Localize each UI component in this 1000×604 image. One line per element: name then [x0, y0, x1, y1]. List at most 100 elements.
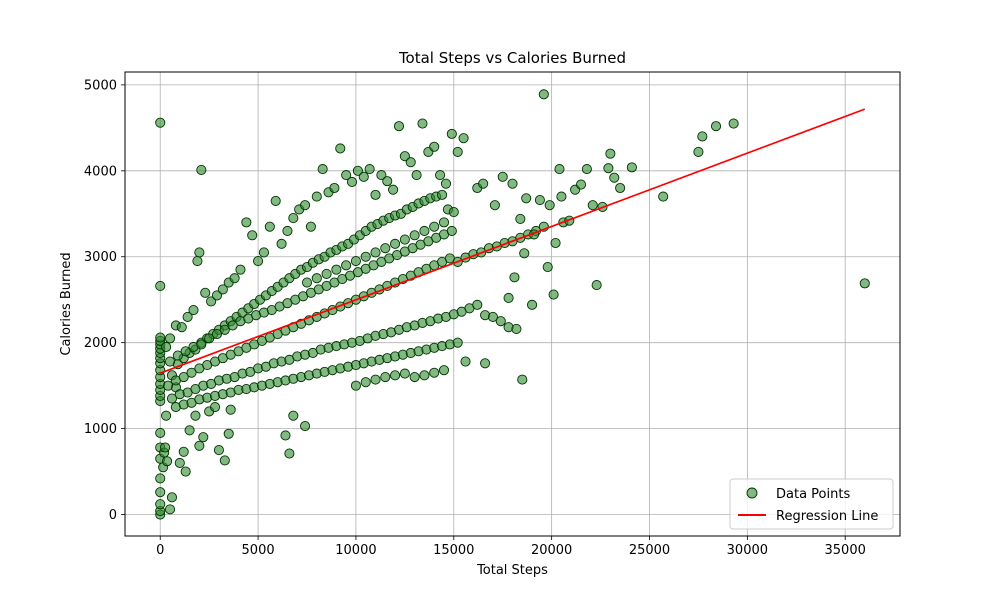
data-point — [503, 292, 514, 304]
data-point — [364, 164, 375, 175]
data-point — [419, 370, 430, 381]
data-point — [311, 191, 322, 202]
data-point — [192, 255, 203, 267]
data-point — [331, 264, 342, 275]
legend-label-data-points: Data Points — [776, 487, 850, 502]
data-point — [288, 213, 299, 224]
data-point — [223, 428, 234, 439]
data-point — [284, 448, 295, 459]
data-point — [180, 346, 191, 357]
data-point — [480, 358, 491, 369]
data-point — [217, 284, 228, 295]
data-point — [346, 176, 358, 188]
data-point — [155, 117, 166, 128]
data-point — [507, 178, 518, 189]
data-point — [440, 178, 452, 189]
data-point — [509, 272, 520, 283]
data-point — [301, 277, 313, 288]
y-axis-label: Calories Burned — [59, 252, 74, 355]
data-point — [163, 380, 174, 391]
data-point — [438, 365, 450, 376]
data-point — [225, 404, 236, 415]
data-point — [164, 356, 176, 367]
regression-line — [159, 108, 866, 374]
data-point — [393, 121, 405, 132]
data-point — [166, 492, 178, 503]
legend: Data Points Regression Line — [729, 478, 894, 530]
data-point — [282, 225, 293, 237]
data-point — [190, 410, 201, 421]
x-tick-label: 5000 — [242, 543, 275, 558]
data-point — [575, 179, 587, 190]
x-axis-label: Total Steps — [476, 563, 548, 578]
x-tick-label: 30000 — [727, 543, 768, 558]
data-point — [280, 430, 291, 441]
data-point — [452, 146, 463, 157]
data-point — [405, 157, 416, 168]
data-point — [164, 333, 176, 344]
regression-line-layer — [159, 108, 866, 374]
data-point — [417, 118, 428, 129]
data-point — [305, 221, 316, 232]
data-point — [194, 440, 205, 451]
data-point — [587, 200, 598, 211]
data-point — [196, 164, 207, 176]
data-point — [519, 248, 530, 259]
data-point — [390, 238, 401, 249]
data-point — [615, 182, 626, 194]
data-point — [213, 445, 224, 456]
data-point — [446, 128, 457, 139]
data-point — [399, 151, 410, 162]
data-point — [517, 374, 528, 385]
data-point — [155, 499, 166, 510]
data-point — [311, 273, 322, 284]
data-point — [341, 170, 352, 181]
data-point — [276, 238, 287, 249]
data-point — [253, 255, 264, 267]
y-tick-label: 1000 — [84, 422, 117, 437]
data-point — [162, 456, 173, 467]
plot-frame — [124, 71, 901, 537]
data-point — [270, 195, 281, 206]
chart-title: Total Steps vs Calories Burned — [398, 49, 626, 67]
data-point — [419, 225, 430, 237]
data-point — [155, 487, 166, 498]
x-tick-label: 35000 — [825, 543, 866, 558]
data-point — [382, 176, 393, 187]
x-tick-label: 25000 — [629, 543, 670, 558]
data-point — [390, 370, 401, 381]
data-point — [370, 247, 381, 258]
data-point — [728, 118, 739, 129]
data-point — [352, 165, 363, 176]
data-point — [429, 141, 440, 152]
data-point — [534, 194, 545, 206]
data-point — [247, 230, 258, 241]
data-point — [219, 324, 230, 335]
data-point — [288, 410, 299, 421]
x-tick-label: 20000 — [531, 543, 572, 558]
data-point — [429, 367, 440, 378]
data-point — [436, 189, 448, 200]
data-point — [497, 171, 508, 182]
data-point — [155, 280, 166, 292]
data-point — [527, 299, 538, 310]
data-point — [544, 200, 555, 211]
data-point — [155, 332, 166, 343]
data-point — [411, 170, 422, 181]
data-point — [591, 280, 602, 291]
data-point — [186, 367, 197, 378]
data-point — [350, 255, 361, 267]
data-point — [658, 191, 669, 202]
data-point — [548, 289, 559, 300]
data-point — [446, 225, 457, 237]
data-point — [448, 207, 459, 218]
data-point — [489, 200, 500, 211]
data-point — [172, 350, 183, 361]
data-point — [182, 311, 193, 322]
data-point — [161, 341, 172, 353]
data-point — [317, 164, 328, 175]
data-point — [321, 268, 332, 279]
data-point — [435, 170, 446, 181]
data-point — [180, 466, 191, 477]
